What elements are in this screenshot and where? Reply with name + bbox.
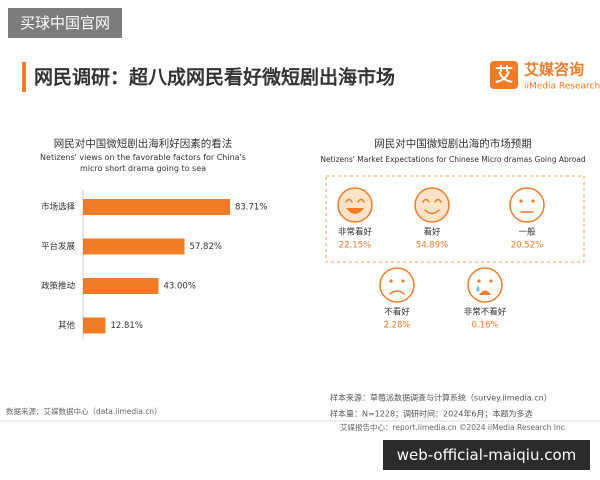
bar	[83, 278, 159, 294]
value-label: 54.89%	[416, 241, 448, 251]
tear	[476, 285, 480, 292]
category-label: 平台发展	[41, 241, 76, 252]
watermark: 买球中国官网	[8, 8, 122, 38]
eye	[489, 279, 493, 283]
eye	[422, 198, 442, 203]
face-outline	[414, 187, 450, 223]
bar	[83, 199, 230, 215]
mouth	[346, 208, 364, 214]
mouth	[479, 290, 491, 295]
logo-mark-bg	[490, 61, 518, 89]
sample-source: 样本来源：草莓派数据调查与计算系统（survey.iimedia.cn）	[330, 393, 552, 403]
face	[467, 267, 503, 303]
site-watermark: web-official-maiqiu.com	[383, 440, 590, 470]
source: 数据来源：艾媒数据中心（data.iimedia.cn）	[6, 406, 162, 416]
category-label: 非常不看好	[464, 307, 507, 318]
report-center: 艾媒报告中心：report.iimedia.cn ©2024 iiMedia R…	[340, 422, 565, 432]
face-outline	[509, 187, 545, 223]
value-label: 20.52%	[511, 241, 543, 251]
face-outline	[337, 187, 373, 223]
right-title: 网民对中国微短剧出海的市场预期	[374, 137, 532, 150]
category-label: 不看好	[384, 307, 410, 318]
title-accent	[22, 62, 26, 92]
value-label: 83.71%	[235, 203, 267, 213]
logo-name: 艾媒咨询	[524, 61, 584, 79]
bar	[83, 317, 106, 334]
face	[509, 187, 545, 223]
eye	[345, 198, 365, 203]
value-label: 12.81%	[110, 321, 142, 331]
value-label: 22,15%	[339, 241, 371, 251]
bar	[83, 238, 185, 255]
group-box	[325, 175, 585, 263]
right-subtitle: Netizens' Market Expectations for Chines…	[320, 155, 586, 164]
sample-info: 样本量：N=1228；调研时间：2024年6月；本题为多选	[330, 409, 533, 419]
face	[337, 187, 373, 223]
face	[379, 267, 415, 303]
left-subtitle: Netizens' views on the favorable factors…	[40, 153, 246, 173]
eye	[401, 279, 405, 283]
eye	[519, 199, 523, 203]
category-label: 政策推动	[41, 281, 76, 292]
value-label: 43.00%	[164, 282, 196, 292]
category-label: 市场选择	[41, 202, 76, 213]
value-label: 2.28%	[383, 321, 410, 331]
face-outline	[379, 267, 415, 303]
mouth	[389, 290, 405, 295]
eye	[477, 279, 481, 283]
category-label: 一般	[518, 227, 536, 238]
value-label: 57.82%	[190, 242, 222, 252]
left-title: 网民对中国微短剧出海利好因素的看法	[54, 137, 233, 150]
category-label: 看好	[423, 227, 441, 238]
category-label: 非常看好	[338, 227, 373, 238]
face	[414, 187, 450, 223]
logo-sub: iiMedia Research	[524, 82, 600, 92]
logo-mark: 艾	[495, 64, 513, 86]
eye	[531, 199, 535, 203]
eye	[389, 279, 393, 283]
category-label: 其他	[58, 320, 76, 331]
face-outline	[467, 267, 503, 303]
value-label: 0.16%	[471, 321, 498, 331]
page-title: 网民调研：超八成网民看好微短剧出海市场	[34, 66, 395, 89]
mouth	[424, 209, 440, 215]
